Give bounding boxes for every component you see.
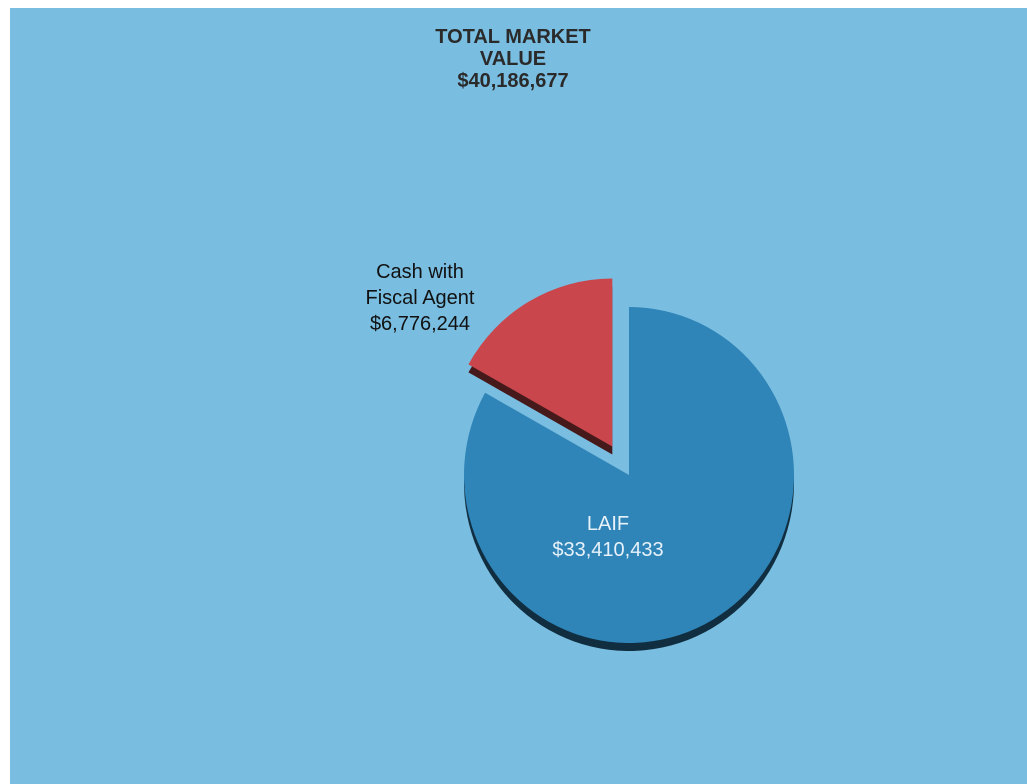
pie-slice-cash-with-fiscal-agent <box>468 278 613 447</box>
slice-label-cash-with-fiscal-agent: Cash with Fiscal Agent $6,776,244 <box>366 261 475 335</box>
slice-label-line: $6,776,244 <box>370 313 470 335</box>
title-line-3: $40,186,677 <box>457 70 568 92</box>
pie-chart: TOTAL MARKET VALUE $40,186,677 LAIF $33,4… <box>366 26 794 651</box>
slice-labels: LAIF $33,410,433 Cash with Fiscal Agent $6,7… <box>366 261 664 561</box>
slice-label-line: LAIF <box>587 513 629 535</box>
title-line-2: VALUE <box>480 48 546 70</box>
pie-slice-laif <box>464 307 794 643</box>
pie-slices <box>463 278 794 651</box>
title-line-1: TOTAL MARKET <box>435 26 591 48</box>
slice-label-line: $33,410,433 <box>552 539 663 561</box>
slice-label-line: Fiscal Agent <box>366 287 475 309</box>
chart-title: TOTAL MARKET VALUE $40,186,677 <box>435 26 591 92</box>
chart-area: TOTAL MARKET VALUE $40,186,677 LAIF $33,4… <box>10 8 1027 784</box>
slice-label-line: Cash with <box>376 261 464 283</box>
slice-label-laif: LAIF $33,410,433 <box>552 513 663 561</box>
